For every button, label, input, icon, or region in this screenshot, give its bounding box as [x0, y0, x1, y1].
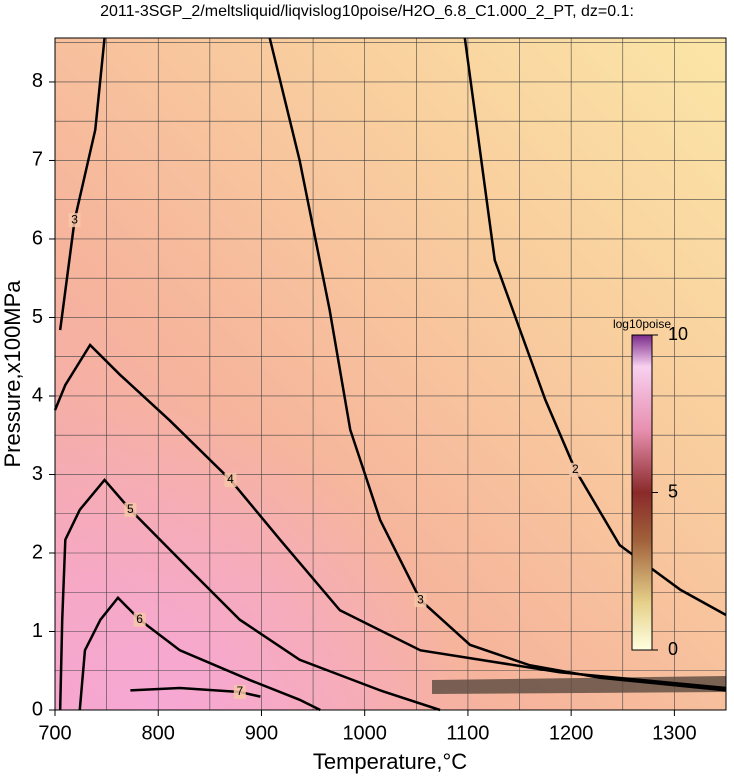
- contour-label: 6: [136, 612, 143, 626]
- y-tick-label: 8: [32, 70, 43, 92]
- contour-label: 4: [227, 472, 234, 486]
- y-tick-label: 3: [32, 463, 43, 485]
- contour-label: 3: [417, 592, 424, 606]
- y-tick-label: 1: [32, 620, 43, 642]
- contour-label: 3: [71, 212, 78, 226]
- plot-frame: [54, 37, 727, 711]
- contour-line: [58, 37, 106, 331]
- contour-label: 7: [236, 684, 243, 698]
- colorbar-tick-label: 10: [668, 324, 688, 344]
- x-tick-label: 1300: [652, 722, 697, 744]
- contour-line: [268, 37, 727, 692]
- contour-label-bg: [68, 213, 81, 228]
- chart-title: 2011-3SGP_2/meltsliquid/liqvislog10poise…: [100, 3, 634, 20]
- y-tick-label: 5: [32, 306, 43, 328]
- contour-label-bg: [224, 472, 237, 487]
- y-tick-label: 7: [32, 149, 43, 171]
- y-tick-label: 2: [32, 541, 43, 563]
- colorbar-label: log10poise: [613, 317, 671, 331]
- colorbar-tick-label: 0: [668, 639, 678, 659]
- contour-label-bg: [414, 593, 427, 608]
- y-axis-label: Pressure,x100MPa: [0, 280, 25, 468]
- contour-label-bg: [124, 502, 137, 517]
- x-axis-label: Temperature,°C: [313, 749, 467, 774]
- grid: [55, 38, 726, 710]
- colorbar-tick-label: 5: [668, 481, 678, 501]
- x-tick-label: 1000: [342, 722, 387, 744]
- x-tick-label: 1100: [446, 722, 489, 744]
- contour-label: 2: [572, 462, 579, 476]
- colorbar: [631, 334, 653, 651]
- y-tick-label: 0: [32, 698, 43, 720]
- x-tick-label: 800: [142, 722, 175, 744]
- contour-label-bg: [233, 684, 246, 699]
- colorbar-axis: 0 5 10: [652, 324, 688, 659]
- y-tick-label: 4: [32, 384, 43, 406]
- contour-label-bg: [133, 612, 146, 627]
- contour-label-bg: [569, 462, 582, 477]
- x-tick-label: 900: [245, 722, 278, 744]
- contour-label: 5: [127, 502, 134, 516]
- x-tick-label: 1200: [549, 722, 594, 744]
- y-tick-label: 6: [32, 227, 43, 249]
- plot-shading: [55, 38, 726, 710]
- x-tick-label: 700: [38, 722, 71, 744]
- contours: 2 3 3 4 5 6 7: [53, 37, 727, 712]
- contour-line: [130, 686, 261, 698]
